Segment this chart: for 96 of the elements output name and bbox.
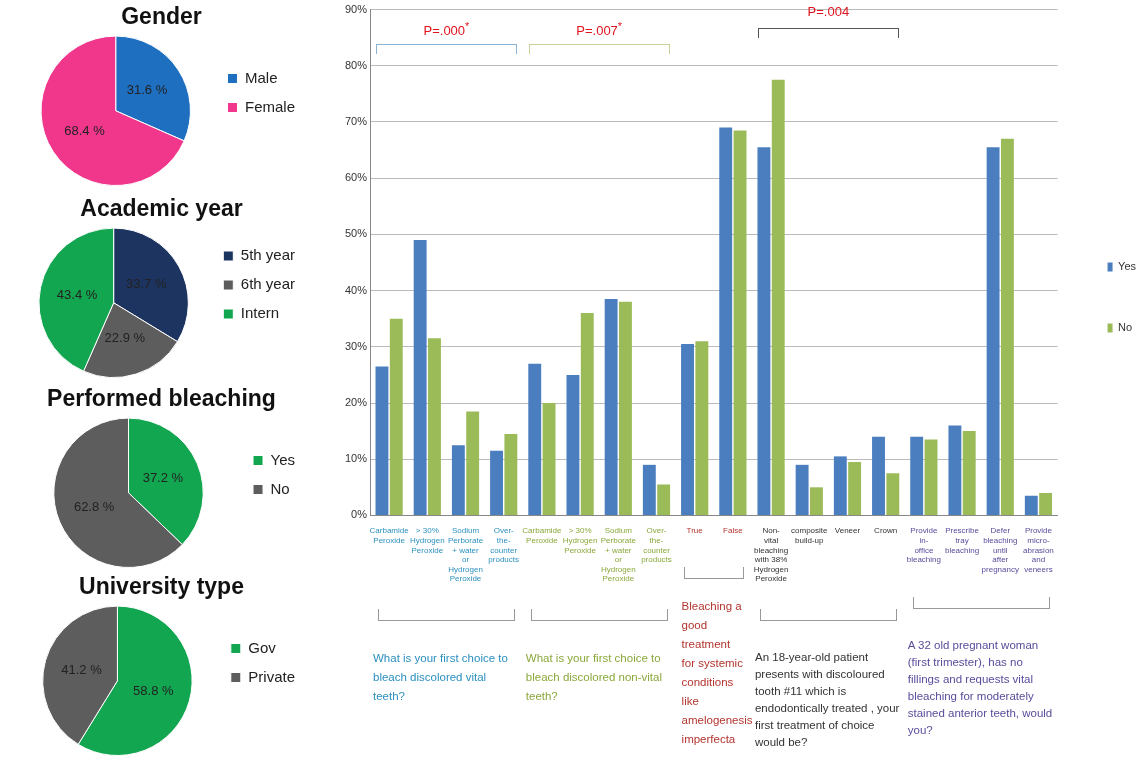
bar <box>528 363 542 515</box>
bar <box>451 445 465 515</box>
data-label: 22.9 % <box>104 330 146 346</box>
x-tick-label: > 30% Hydrogen Peroxide <box>409 526 445 555</box>
bar <box>924 439 938 515</box>
bar <box>986 147 1000 515</box>
bar <box>1039 492 1053 515</box>
legend-label: Gov <box>248 638 277 656</box>
bar <box>833 456 847 515</box>
text: What is your first choice to bleach discolored vital teeth? <box>373 651 509 704</box>
text: A 32 old pregnant woman (first trimester), has no fillings and requests vital bleaching for moderately stained anterior teeth, would you? <box>907 638 1054 738</box>
bar <box>795 464 809 515</box>
y-tick-label: 80% <box>344 58 368 71</box>
bar <box>566 374 580 515</box>
bar <box>428 338 441 515</box>
bar <box>872 436 885 515</box>
bar <box>910 436 924 515</box>
legend-label: Male <box>244 68 278 86</box>
legend-label: Yes <box>1118 260 1137 273</box>
bar <box>413 240 427 515</box>
bar <box>757 147 771 515</box>
x-tick-label: Sodium Perborate + water or Hydrogen Peroxide <box>447 526 484 584</box>
data-label: 62.8 % <box>73 499 115 514</box>
bar <box>1000 138 1014 515</box>
y-tick-label: 60% <box>344 171 368 184</box>
bar <box>466 411 480 515</box>
bar <box>580 313 594 515</box>
data-label: 58.8 % <box>133 682 175 698</box>
bar <box>375 366 389 515</box>
x-tick-label: Over-the-counter products <box>488 526 520 565</box>
y-tick-label: 30% <box>344 339 368 352</box>
data-label: 33.7 % <box>125 276 167 292</box>
bar <box>719 127 733 515</box>
bar <box>542 403 556 515</box>
chart-title: Performed bleaching <box>47 385 276 412</box>
data-label: 68.4 % <box>64 122 106 138</box>
x-tick-label: Provide in-office bleaching <box>906 526 941 565</box>
legend-label: 5th year <box>240 246 295 264</box>
annotation: P=.007$^{*}$ <box>576 19 623 38</box>
y-tick-label: 0% <box>351 508 368 521</box>
x-tick-label: Crown <box>874 526 898 536</box>
legend-label: No <box>270 479 290 497</box>
bar <box>619 301 632 515</box>
text: What is your first choice to bleach discolored non-vital teeth? <box>525 651 663 704</box>
x-tick-label: Carbamide Peroxide <box>369 526 410 545</box>
bar <box>962 431 976 515</box>
bar <box>809 487 823 515</box>
bar <box>490 450 503 515</box>
text: An 18-year-old patient presents with discoloured tooth #11 which is endodontically treated , your first treatment of choice would be? <box>754 650 901 750</box>
bar <box>681 343 694 515</box>
legend-label: Female <box>244 97 296 115</box>
y-tick-label: 20% <box>344 396 368 409</box>
bar <box>695 341 709 515</box>
legend-label: 6th year <box>240 275 295 293</box>
x-tick-label: Over-the-counter products <box>641 526 672 565</box>
bar <box>771 79 785 515</box>
y-tick-label: 70% <box>344 115 368 128</box>
bar <box>642 464 656 515</box>
x-tick-label: Veneer <box>834 526 861 536</box>
chart-title: Gender <box>121 3 202 30</box>
data-label: 31.6 % <box>126 81 168 97</box>
x-tick-label: Provide micro-abrasion and veneers <box>1023 526 1054 574</box>
text: Bleaching a good treatment for systemic conditions like amelogenesis imperfecta <box>681 599 753 747</box>
x-tick-label: Prescribe tray bleaching <box>944 526 980 555</box>
y-tick-label: 40% <box>344 283 368 296</box>
bar <box>848 462 862 515</box>
data-label: 43.4 % <box>56 286 98 302</box>
bar <box>1024 495 1038 515</box>
x-tick-label: Non-vital bleaching with 38% Hydrogen Peroxide <box>753 526 789 584</box>
y-tick-label: 50% <box>344 227 368 240</box>
chart-title: University type <box>79 573 244 600</box>
x-tick-label: Sodium Perborate + water or Hydrogen Peroxide <box>600 526 637 584</box>
bar <box>504 433 518 515</box>
legend-label: No <box>1118 321 1133 334</box>
bar <box>733 130 747 515</box>
data-label: 37.2 % <box>142 469 184 485</box>
y-tick-label: 10% <box>344 452 368 465</box>
x-tick-label: False <box>723 526 744 536</box>
bar <box>948 425 962 515</box>
annotation: P=.004 <box>807 3 850 19</box>
legend-label: Intern <box>240 304 280 322</box>
bar <box>604 299 618 515</box>
bar <box>886 473 900 515</box>
annotation: P=.000$^{*}$ <box>423 19 470 38</box>
legend-label: Yes <box>270 450 296 468</box>
x-tick-label: composite build-up <box>791 526 829 545</box>
legend-label: Private <box>248 667 295 685</box>
x-tick-label: > 30% Hydrogen Peroxide <box>562 526 598 555</box>
bar <box>657 484 671 515</box>
bar <box>389 318 403 515</box>
x-tick-label: Carbamide Peroxide <box>522 526 563 545</box>
x-tick-label: True <box>686 526 704 536</box>
y-tick-label: 90% <box>344 2 368 15</box>
chart-title: Academic year <box>80 195 243 222</box>
x-tick-label: Defer bleaching until after pregnancy <box>981 526 1019 574</box>
data-label: 41.2 % <box>61 662 103 678</box>
